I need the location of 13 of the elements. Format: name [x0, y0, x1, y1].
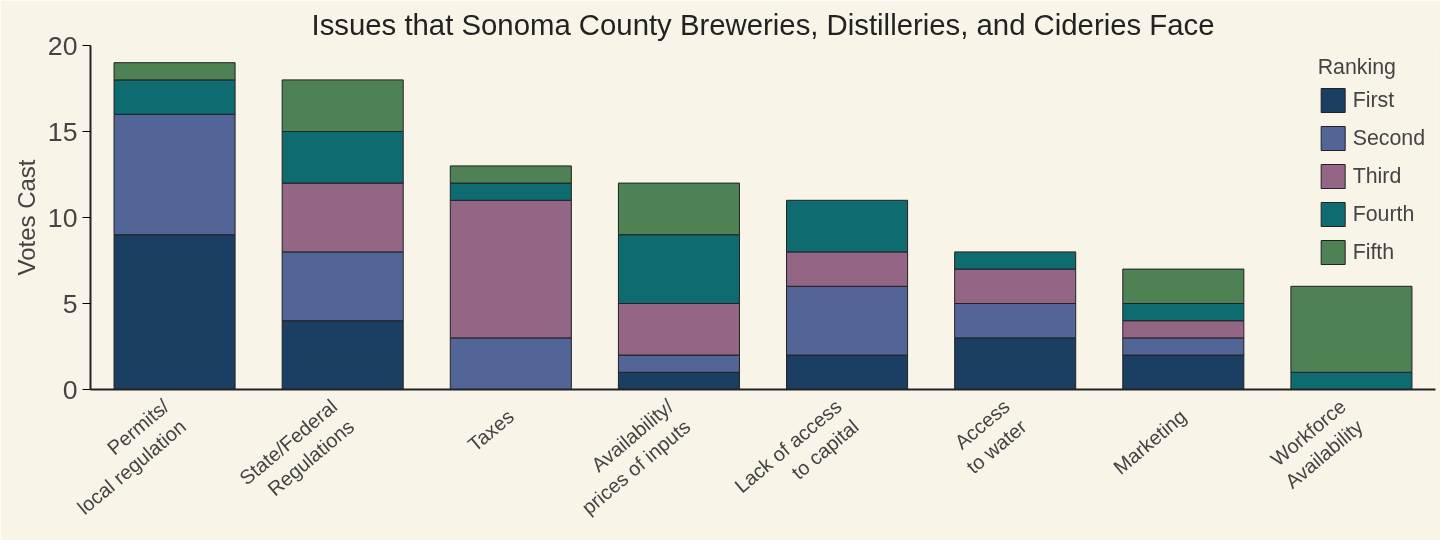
legend-label: First — [1352, 87, 1395, 113]
y-tick-label: 10 — [47, 202, 78, 233]
legend-label: Fifth — [1352, 239, 1395, 265]
y-axis-title: Votes Cast — [12, 159, 40, 276]
legend-label: Second — [1352, 125, 1425, 151]
y-tick-label: 5 — [62, 288, 78, 319]
legend-title: Ranking — [1317, 55, 1397, 80]
legend-label: Fourth — [1352, 201, 1415, 227]
y-tick-label: 0 — [62, 374, 78, 405]
y-tick-label: 20 — [47, 30, 78, 61]
chart-title: Issues that Sonoma County Breweries, Distilleries, and Cideries Face — [311, 7, 1215, 41]
y-tick-label: 15 — [47, 116, 78, 147]
legend-label: Third — [1352, 163, 1402, 189]
